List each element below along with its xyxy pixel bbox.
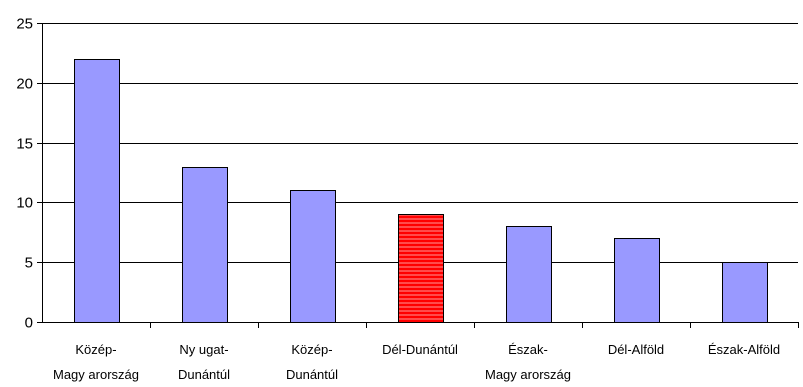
bar <box>290 190 336 323</box>
axis-layer <box>37 23 799 328</box>
x-category-label: Észak-Alföld <box>708 342 780 357</box>
x-category-label: Dunántúl <box>286 367 338 382</box>
bar-highlighted <box>398 214 444 323</box>
y-tick-label: 10 <box>16 195 33 212</box>
y-tick-label: 20 <box>16 76 33 93</box>
y-tick-label: 0 <box>25 315 33 332</box>
bar <box>722 262 768 323</box>
y-tick-label: 5 <box>25 255 33 272</box>
grid-layer <box>42 23 798 263</box>
x-category-label: Észak- <box>508 342 548 357</box>
bars-layer <box>74 59 768 323</box>
y-tick-label: 25 <box>16 16 33 33</box>
bar <box>614 238 660 323</box>
x-category-label: Dunántúl <box>178 367 230 382</box>
x-category-label: Dél-Dunántúl <box>382 342 458 357</box>
bar <box>182 167 228 323</box>
x-category-label: Közép- <box>291 342 332 357</box>
x-category-label: Magy arország <box>485 367 571 382</box>
bar <box>506 226 552 323</box>
x-category-label: Magy arország <box>53 367 139 382</box>
x-category-label: Dél-Alföld <box>608 342 664 357</box>
x-category-label: Ny ugat- <box>179 342 228 357</box>
bar <box>74 59 120 323</box>
y-tick-label: 15 <box>16 136 33 153</box>
labels-layer: 0 5 10 15 20 25 Közép- Magy arország Ny ugat- Dun… <box>16 16 780 383</box>
x-category-label: Közép- <box>75 342 116 357</box>
